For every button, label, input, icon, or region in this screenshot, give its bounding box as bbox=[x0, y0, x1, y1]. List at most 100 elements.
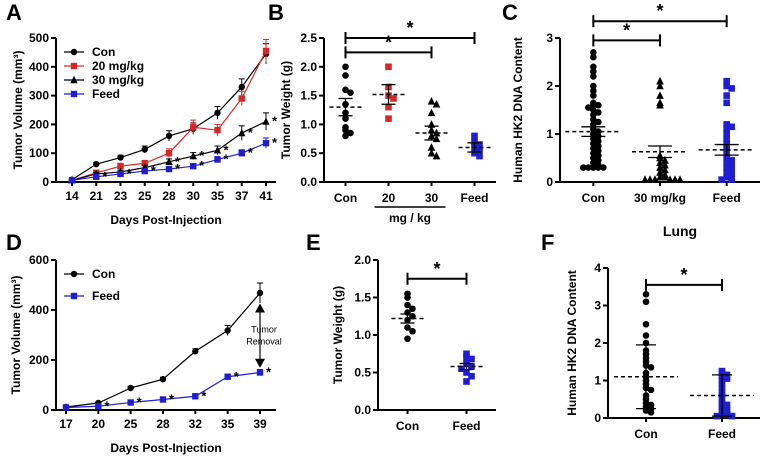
y-tick-label: 200 bbox=[29, 353, 49, 367]
panel-label-d: D bbox=[6, 230, 22, 255]
significance-star: * bbox=[272, 135, 278, 150]
data-point bbox=[723, 159, 730, 167]
y-tick-label: 600 bbox=[29, 253, 49, 267]
data-point bbox=[427, 108, 436, 117]
data-point bbox=[385, 115, 392, 122]
x-tick-label: 39 bbox=[253, 417, 267, 431]
significance-star: * bbox=[406, 18, 413, 38]
data-point bbox=[238, 83, 245, 91]
data-point bbox=[590, 121, 597, 128]
data-point bbox=[165, 150, 173, 157]
data-point bbox=[585, 164, 592, 171]
data-point bbox=[127, 384, 134, 392]
significance-star: * bbox=[199, 148, 205, 163]
y-tick-label: 0.0 bbox=[300, 175, 317, 189]
data-point bbox=[585, 104, 592, 111]
data-point bbox=[590, 106, 597, 114]
x-tick-label: 20 bbox=[382, 191, 396, 205]
y-tick-label: 0 bbox=[42, 175, 49, 189]
data-point bbox=[590, 49, 597, 56]
data-point bbox=[190, 124, 197, 131]
significance-star: * bbox=[656, 1, 663, 21]
significance-star: * bbox=[623, 20, 630, 40]
data-point bbox=[590, 149, 597, 157]
data-point bbox=[723, 130, 730, 138]
data-point bbox=[409, 327, 416, 335]
x-tick-label: 30 bbox=[425, 191, 439, 205]
y-tick-label: 0 bbox=[546, 175, 553, 189]
data-point bbox=[656, 168, 664, 176]
legend-label: Con bbox=[92, 45, 115, 59]
data-point bbox=[595, 152, 602, 159]
data-point bbox=[600, 164, 607, 171]
data-point bbox=[590, 145, 597, 152]
data-point bbox=[347, 129, 354, 137]
y-tick-label: 400 bbox=[29, 303, 49, 317]
y-axis-title: Tumor Weight (g) bbox=[331, 286, 345, 384]
data-point bbox=[647, 409, 655, 416]
data-point bbox=[590, 116, 597, 123]
significance-star: * bbox=[199, 158, 205, 173]
data-point bbox=[117, 170, 124, 178]
data-point bbox=[471, 132, 478, 140]
data-point bbox=[656, 163, 664, 171]
data-point bbox=[651, 175, 659, 183]
x-tick-label: 25 bbox=[124, 417, 138, 431]
data-point bbox=[676, 175, 684, 183]
y-tick-label: 0.5 bbox=[300, 146, 317, 160]
data-point bbox=[647, 364, 655, 371]
legend-marker bbox=[70, 90, 78, 98]
x-tick-label: Con bbox=[634, 427, 657, 441]
x-tick-label: 28 bbox=[156, 417, 170, 431]
data-point bbox=[471, 138, 478, 145]
data-point bbox=[656, 172, 664, 181]
y-tick-label: 3 bbox=[594, 299, 601, 313]
x-tick-label: Con bbox=[396, 419, 419, 433]
x-tick-label: 25 bbox=[138, 189, 152, 203]
y-tick-label: 1.0 bbox=[300, 117, 317, 131]
data-point bbox=[409, 305, 416, 313]
y-tick-label: 0.0 bbox=[354, 403, 371, 417]
panel-d: 0 200 400 600 Tumor Volume (mm³) 17 20 25 28 32 35… bbox=[9, 253, 282, 455]
y-tick-label: 1.5 bbox=[354, 291, 371, 305]
removal-arrow-head-bottom bbox=[255, 358, 265, 368]
significance-star: * bbox=[248, 125, 254, 140]
data-point bbox=[214, 109, 221, 117]
data-point bbox=[141, 160, 148, 167]
significance-star: * bbox=[248, 145, 254, 160]
data-point bbox=[590, 140, 597, 147]
x-tick-label: 35 bbox=[211, 189, 225, 203]
data-point bbox=[68, 177, 76, 184]
x-tick-label: Con bbox=[582, 191, 605, 205]
data-point bbox=[590, 101, 597, 109]
data-point bbox=[458, 365, 465, 373]
data-point bbox=[262, 47, 270, 55]
data-point bbox=[213, 146, 222, 154]
x-tick-label: 20 bbox=[92, 417, 106, 431]
data-point bbox=[718, 176, 725, 183]
data-point bbox=[656, 81, 664, 90]
data-point bbox=[95, 403, 102, 410]
y-tick-label: 1 bbox=[594, 374, 601, 388]
data-point bbox=[590, 164, 597, 171]
data-point bbox=[728, 176, 735, 183]
legend-label: 30 mg/kg bbox=[92, 73, 144, 87]
y-tick-label: 3 bbox=[546, 31, 553, 45]
y-tick-label: 2.5 bbox=[300, 31, 317, 45]
legend-label: Feed bbox=[92, 289, 120, 303]
data-point bbox=[723, 169, 730, 176]
y-tick-label: 2.0 bbox=[300, 60, 317, 74]
data-point bbox=[656, 100, 664, 109]
data-point bbox=[642, 290, 650, 298]
legend-marker bbox=[70, 62, 78, 70]
data-point bbox=[595, 157, 602, 164]
significance-star: * bbox=[266, 365, 272, 380]
data-point bbox=[595, 128, 602, 135]
data-point bbox=[342, 115, 349, 122]
data-point bbox=[646, 175, 654, 183]
y-axis-title: Human HK2 DNA Content bbox=[511, 37, 525, 183]
y-tick-label: 2 bbox=[546, 79, 553, 93]
significance-star: * bbox=[175, 161, 181, 176]
data-point bbox=[580, 164, 587, 171]
data-point bbox=[728, 85, 735, 92]
